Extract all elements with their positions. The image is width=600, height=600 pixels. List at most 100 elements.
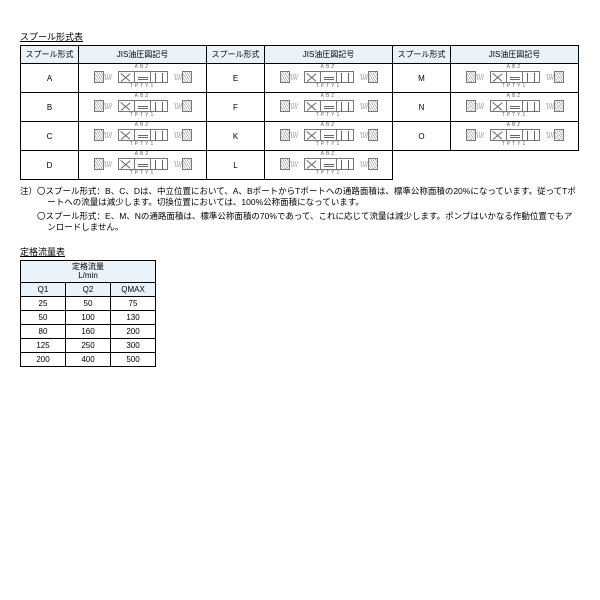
spring-left-icon [104,74,112,80]
solenoid-right-icon [368,100,378,112]
spring-right-icon [174,74,182,80]
diagram-top-label: ABZ [88,65,198,70]
spring-left-icon [290,161,298,167]
diagram-bottom-label: TPTY1 [88,142,198,147]
spool-symbol-cell: ABZ TPTY1 [79,122,207,151]
hydraulic-symbol-icon: ABZTPTY1 [460,66,570,88]
diagram-top-label: ABZ [88,152,198,157]
flow-header-unit: L/min [78,271,98,280]
hydraulic-symbol-icon: ABZTPTY1 [274,124,384,146]
spool-col-sym-0: JIS油圧図記号 [79,46,207,64]
note-text-1: スプール形式：B、C、Dは、中立位置において、A、BポートからTポートへの通路面… [46,186,576,207]
spring-right-icon [360,103,368,109]
flow-cell: 200 [21,353,66,367]
flow-table: 定格流量 L/min Q1 Q2 QMAX 255075501001308016… [20,260,156,368]
note-1: 注）〇スプール形式：B、C、Dは、中立位置において、A、BポートからTポートへの… [20,186,580,209]
spring-left-icon [104,103,112,109]
spool-row: CABZTPTY1KABZTPTY1OABZTPTY1 [21,122,579,151]
diagram-cell [491,72,507,82]
spring-left-icon [104,161,112,167]
spool-symbol-cell: ABZTPTY1 [265,64,393,93]
solenoid-right-icon [182,158,192,170]
diagram-boxes [304,100,354,112]
spring-left-icon [476,103,484,109]
spring-left-icon [476,74,484,80]
spring-right-icon [360,74,368,80]
diagram-bottom-label: TPTY1 [274,171,384,176]
solenoid-left-icon [94,100,104,112]
diagram-bottom-label: TPTY1 [274,113,384,118]
spool-symbol-cell: ABZTPTY1 [265,122,393,151]
spool-type-cell: C [21,122,79,151]
flow-header-top-row: 定格流量 L/min [21,260,156,283]
diagram-boxes [490,129,540,141]
diagram-cell [491,101,507,111]
diagram-bottom-label: TPTY1 [88,171,198,176]
diagram-cell [337,72,353,82]
flow-cell: 160 [66,325,111,339]
spring-right-icon [360,161,368,167]
diagram-boxes [118,158,168,170]
flow-cell: 25 [21,297,66,311]
hydraulic-symbol-icon: ABZTPTY1 [274,153,384,175]
diagram-boxes [304,158,354,170]
spring-left-icon [290,103,298,109]
diagram-cell [119,72,135,82]
note-2: 注）〇スプール形式：E、M、Nの通路面積は、標準公称面積の70%であって、これに… [20,211,580,234]
diagram-cell [305,130,321,140]
diagram-bottom-label: TPTY1 [460,113,570,118]
spool-type-cell: M [393,64,451,93]
diagram-cell [119,130,135,140]
spool-type-cell: N [393,93,451,122]
flow-row: 80160200 [21,325,156,339]
note-bullet-2: 〇 [37,211,46,221]
flow-header-label: 定格流量 [72,262,104,271]
diagram-top-label: ABZ [88,123,198,128]
diagram-cell [135,72,151,82]
diagram-bottom-label: TPTY1 [274,84,384,89]
spring-right-icon [360,132,368,138]
flow-row: 125250300 [21,339,156,353]
solenoid-right-icon [554,71,564,83]
hydraulic-symbol-icon: ABZ TPTY1 [88,124,198,146]
spool-symbol-cell: ABZTPTY1 [265,93,393,122]
solenoid-left-icon [466,129,476,141]
diagram-cell [337,101,353,111]
spool-header-row: スプール形式 JIS油圧図記号 スプール形式 JIS油圧図記号 スプール形式 J… [21,46,579,64]
flow-header-cols-row: Q1 Q2 QMAX [21,283,156,297]
solenoid-left-icon [280,100,290,112]
diagram-top-label: ABZ [460,65,570,70]
spool-row: BABZTPTY1FABZTPTY1NABZTPTY1 [21,93,579,122]
flow-col-1: Q2 [66,283,111,297]
spool-col-type-2: スプール形式 [393,46,451,64]
diagram-cell [321,159,337,169]
diagram-cell [151,130,167,140]
solenoid-left-icon [94,71,104,83]
diagram-cell [523,130,539,140]
diagram-bottom-label: TPTY1 [460,142,570,147]
diagram-cell [507,130,523,140]
flow-cell: 250 [66,339,111,353]
spool-type-cell: K [207,122,265,151]
diagram-boxes [490,71,540,83]
solenoid-right-icon [554,129,564,141]
flow-col-2: QMAX [111,283,156,297]
diagram-cell [119,159,135,169]
spring-right-icon [174,161,182,167]
solenoid-right-icon [368,158,378,170]
hydraulic-symbol-icon: ABZ TPTY1 [88,153,198,175]
diagram-cell [337,159,353,169]
spool-symbol-cell: ABZTPTY1 [79,64,207,93]
flow-cell: 200 [111,325,156,339]
spring-right-icon [546,74,554,80]
diagram-cell [151,101,167,111]
solenoid-left-icon [94,129,104,141]
spring-left-icon [104,132,112,138]
note-prefix: 注） [20,186,37,196]
hydraulic-symbol-icon: ABZTPTY1 [274,66,384,88]
spool-type-cell: E [207,64,265,93]
flow-cell: 50 [66,297,111,311]
solenoid-left-icon [94,158,104,170]
note-bullet-1: 〇 [37,186,46,196]
spring-right-icon [174,132,182,138]
